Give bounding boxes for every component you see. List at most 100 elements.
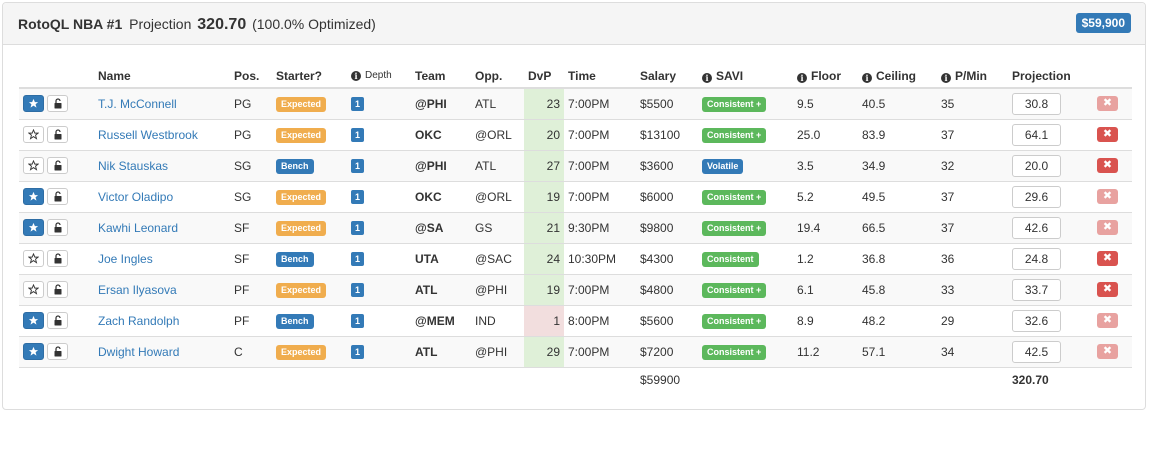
player-name-link[interactable]: Kawhi Leonard	[98, 220, 179, 235]
player-opp: @PHI	[471, 273, 524, 305]
star-icon[interactable]	[23, 188, 44, 205]
col-pmin-label: P/Min	[955, 68, 987, 83]
player-dvp: 23	[524, 87, 564, 119]
projection-input[interactable]	[1012, 92, 1061, 115]
remove-icon[interactable]: ✖	[1097, 251, 1118, 267]
remove-icon[interactable]: ✖	[1097, 282, 1118, 298]
lock-icon[interactable]	[47, 312, 69, 329]
player-floor: 5.2	[793, 180, 858, 212]
col-starter[interactable]: Starter?	[272, 64, 347, 89]
player-name-link[interactable]: Russell Westbrook	[98, 127, 198, 142]
col-savi-label: SAVI	[716, 68, 744, 83]
total-projection: 320.70	[1008, 366, 1093, 393]
col-ceiling[interactable]: i Ceiling	[858, 64, 937, 89]
starter-badge: Expected	[276, 282, 327, 298]
projection-input[interactable]	[1012, 185, 1061, 208]
player-team: OKC	[411, 118, 471, 150]
lock-icon[interactable]	[47, 281, 69, 298]
player-name-link[interactable]: Dwight Howard	[98, 344, 180, 359]
game-time: 8:00PM	[564, 304, 636, 336]
row-controls	[19, 149, 94, 181]
remove-icon[interactable]: ✖	[1097, 189, 1118, 205]
lock-icon[interactable]	[47, 219, 69, 236]
remove-icon[interactable]: ✖	[1097, 158, 1118, 174]
player-name-link[interactable]: T.J. McConnell	[98, 96, 177, 111]
game-time: 7:00PM	[564, 87, 636, 119]
lock-icon[interactable]	[47, 188, 69, 205]
starter-badge: Expected	[276, 344, 327, 360]
col-projection[interactable]: Projection	[1008, 64, 1093, 89]
savi-badge: Consistent +	[702, 344, 767, 360]
projection-input[interactable]	[1012, 123, 1061, 146]
player-name-link[interactable]: Ersan Ilyasova	[98, 282, 177, 297]
star-icon[interactable]	[23, 157, 44, 174]
player-floor: 9.5	[793, 87, 858, 119]
player-ceiling: 34.9	[858, 149, 937, 181]
projection-input[interactable]	[1012, 340, 1061, 363]
col-dvp[interactable]: DvP	[524, 64, 564, 89]
player-team: @PHI	[411, 87, 471, 119]
col-salary[interactable]: Salary	[636, 64, 698, 89]
star-icon[interactable]	[23, 281, 44, 298]
remove-icon[interactable]: ✖	[1097, 96, 1118, 112]
player-name-link[interactable]: Joe Ingles	[98, 251, 153, 266]
star-icon[interactable]	[23, 250, 44, 267]
col-time[interactable]: Time	[564, 64, 636, 89]
star-icon[interactable]	[23, 219, 44, 236]
player-ceiling: 36.8	[858, 242, 937, 274]
player-name-link[interactable]: Nik Stauskas	[98, 158, 169, 173]
col-ceiling-label: Ceiling	[876, 68, 917, 83]
remove-icon[interactable]: ✖	[1097, 220, 1118, 236]
projection-input[interactable]	[1012, 247, 1061, 270]
player-name-link[interactable]: Victor Oladipo	[98, 189, 174, 204]
row-controls	[19, 273, 94, 305]
col-floor[interactable]: i Floor	[793, 64, 858, 89]
player-name-link[interactable]: Zach Randolph	[98, 313, 180, 328]
col-team[interactable]: Team	[411, 64, 471, 89]
remove-icon[interactable]: ✖	[1097, 344, 1118, 360]
star-icon[interactable]	[23, 343, 44, 360]
col-depth[interactable]: i Depth	[347, 64, 411, 89]
player-team: @SA	[411, 211, 471, 243]
remove-icon[interactable]: ✖	[1097, 313, 1118, 329]
player-salary: $13100	[636, 118, 698, 150]
player-dvp: 21	[524, 211, 564, 243]
projection-input[interactable]	[1012, 154, 1061, 177]
player-pos: SG	[230, 149, 272, 181]
star-icon[interactable]	[23, 126, 44, 143]
player-dvp: 27	[524, 149, 564, 181]
player-ceiling: 66.5	[858, 211, 937, 243]
savi-badge: Consistent +	[702, 220, 767, 236]
projection-input[interactable]	[1012, 309, 1061, 332]
starter-badge: Expected	[276, 189, 327, 205]
savi-badge: Consistent +	[702, 313, 767, 329]
star-icon[interactable]	[23, 312, 44, 329]
player-ceiling: 57.1	[858, 335, 937, 367]
player-pos: SG	[230, 180, 272, 212]
player-floor: 1.2	[793, 242, 858, 274]
col-pmin[interactable]: i P/Min	[937, 64, 1008, 89]
table-row: Joe Ingles SF Bench 1 UTA @SAC 24 10:30PM $4300 C…	[19, 242, 1132, 274]
col-name[interactable]: Name	[94, 64, 230, 89]
remove-icon[interactable]: ✖	[1097, 127, 1118, 143]
col-pos[interactable]: Pos.	[230, 64, 272, 89]
lock-icon[interactable]	[47, 95, 69, 113]
player-pos: C	[230, 335, 272, 367]
player-ceiling: 45.8	[858, 273, 937, 305]
col-opp[interactable]: Opp.	[471, 64, 524, 89]
lock-icon[interactable]	[47, 343, 69, 360]
lock-icon[interactable]	[47, 126, 69, 143]
savi-badge: Consistent +	[702, 282, 767, 298]
depth-badge: 1	[351, 252, 364, 266]
lock-icon[interactable]	[47, 157, 69, 174]
player-pmin: 35	[937, 87, 1008, 119]
col-savi[interactable]: i SAVI	[698, 64, 793, 89]
lock-icon[interactable]	[47, 250, 69, 267]
col-controls	[19, 64, 94, 89]
depth-badge: 1	[351, 159, 364, 173]
star-icon[interactable]	[23, 95, 44, 113]
projection-input[interactable]	[1012, 216, 1061, 239]
projection-input[interactable]	[1012, 278, 1061, 301]
starter-badge: Expected	[276, 220, 327, 236]
player-pmin: 36	[937, 242, 1008, 274]
